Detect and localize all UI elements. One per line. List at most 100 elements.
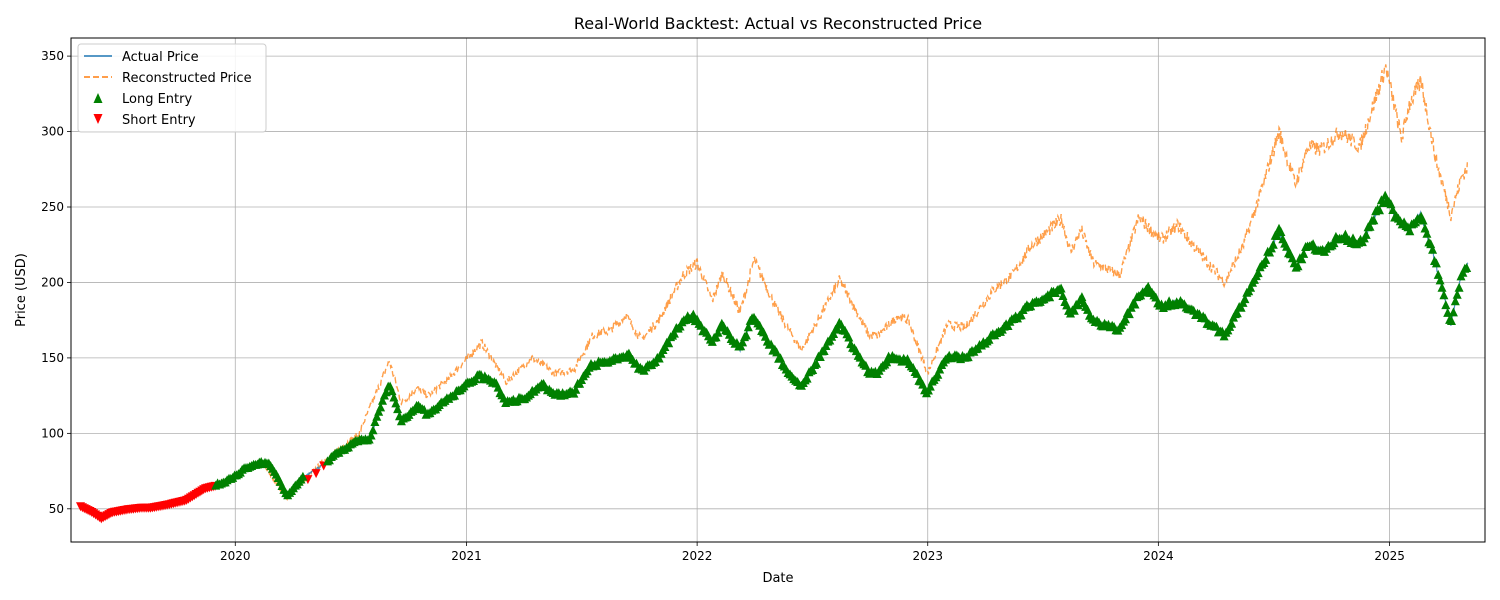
long-entry-marker [1450,296,1460,306]
long-entry-marker [1297,254,1307,264]
x-tick-label: 2022 [682,549,713,563]
x-tick-label: 2024 [1143,549,1174,563]
long-entry-marker [933,369,943,379]
long-entry-marker [1121,314,1130,324]
long-entry-marker [861,360,871,370]
legend-short-label: Short Entry [122,113,196,128]
long-entry-marker [1276,227,1286,236]
legend-long-swatch [93,93,103,103]
long-entry-marker [925,381,935,391]
long-entry-marker [1253,268,1263,278]
long-entry-marker [963,352,973,362]
legend-actual-label: Actual Price [122,50,199,65]
long-entry-marker [1448,307,1458,317]
y-tick-label: 150 [41,351,64,365]
y-tick-label: 200 [41,275,64,289]
long-entry-marker [738,337,748,347]
y-tick-label: 250 [41,200,64,214]
legend-box [77,43,267,133]
chart-title: Real-World Backtest: Actual vs Reconstru… [574,14,982,33]
reconstructed-price-line [79,64,1469,520]
long-entry-marker [713,327,723,337]
long-entry-marker [882,357,892,367]
y-tick-label: 300 [41,125,64,139]
long-entry-marker [1441,300,1451,310]
y-tick-label: 350 [41,49,64,63]
long-entry-marker [1369,215,1379,225]
long-entry-marker [1282,241,1292,251]
legend-long-label: Long Entry [122,92,192,107]
long-entry-marker [819,346,829,355]
long-entry-marker [1433,269,1443,279]
short-entry-marker [311,469,321,479]
long-entry-marker [772,347,782,357]
long-entry-marker [1124,309,1134,319]
long-entry-marker [1431,258,1441,268]
long-entry-marker [664,338,674,348]
long-entry-marker [1365,221,1375,231]
long-entry-marker [766,339,776,349]
long-entry-marker [571,384,581,394]
long-entry-marker [1420,223,1430,233]
long-entry-marker [1293,261,1303,271]
y-axis-label: Price (USD) [14,253,29,327]
long-entry-marker [815,352,825,361]
long-entry-marker [298,471,308,481]
tick-layer: 2020 2021 2022 2023 2024 2025 50 100 150 200 250 30… [41,49,1405,563]
long-entry-marker [912,368,922,378]
long-entry-marker [1045,292,1055,302]
marker-layer [76,190,1472,524]
long-entry-marker [1236,302,1246,312]
long-entry-marker [844,332,854,342]
legend: Actual Price Reconstructed Price Long En… [77,43,267,133]
long-entry-marker [372,411,382,421]
long-entry-marker [1462,263,1472,272]
long-entry-marker [776,353,785,363]
x-axis-label: Date [762,571,793,586]
long-entry-marker [1428,244,1438,254]
long-entry-marker [1227,318,1237,328]
long-entry-marker [808,365,818,374]
long-entry-marker [1439,290,1449,300]
long-entry-marker [1405,226,1415,236]
grid-layer [71,38,1485,542]
legend-short-swatch [93,114,103,124]
long-entry-marker [1437,282,1447,292]
long-entry-marker [688,309,698,319]
x-tick-label: 2020 [220,549,251,563]
long-entry-marker [812,358,821,368]
long-entry-marker [1435,275,1445,285]
long-entry-marker [1240,294,1250,304]
long-entry-marker [1246,282,1256,292]
long-entry-marker [376,402,386,412]
x-tick-label: 2025 [1374,549,1405,563]
x-tick-label: 2021 [451,549,482,563]
long-entry-marker [1454,282,1464,292]
plot-frame [70,37,1486,543]
long-entry-marker [741,330,751,340]
long-entry-marker [368,425,378,435]
long-entry-marker [1056,283,1066,293]
long-entry-marker [1069,305,1079,315]
long-entry-marker [1268,239,1278,249]
long-entry-marker [802,373,812,383]
long-entry-marker [1340,229,1350,239]
long-entry-marker [1422,228,1432,238]
y-tick-label: 100 [41,426,64,440]
long-entry-marker [1077,292,1087,302]
long-entry-marker [1452,289,1462,299]
long-entry-marker [1130,299,1140,309]
long-entry-marker [370,417,380,426]
long-entry-marker [387,386,397,396]
long-entry-marker [366,430,376,440]
long-entry-marker [1261,254,1271,264]
long-entry-marker [1299,248,1309,258]
long-entry-marker [1016,310,1026,320]
series-layer [79,64,1469,520]
long-entry-marker [378,395,387,405]
long-entry-marker [654,353,664,363]
long-entry-marker [1143,281,1153,291]
legend-reconstructed-label: Reconstructed Price [122,71,252,86]
x-tick-label: 2023 [912,549,943,563]
